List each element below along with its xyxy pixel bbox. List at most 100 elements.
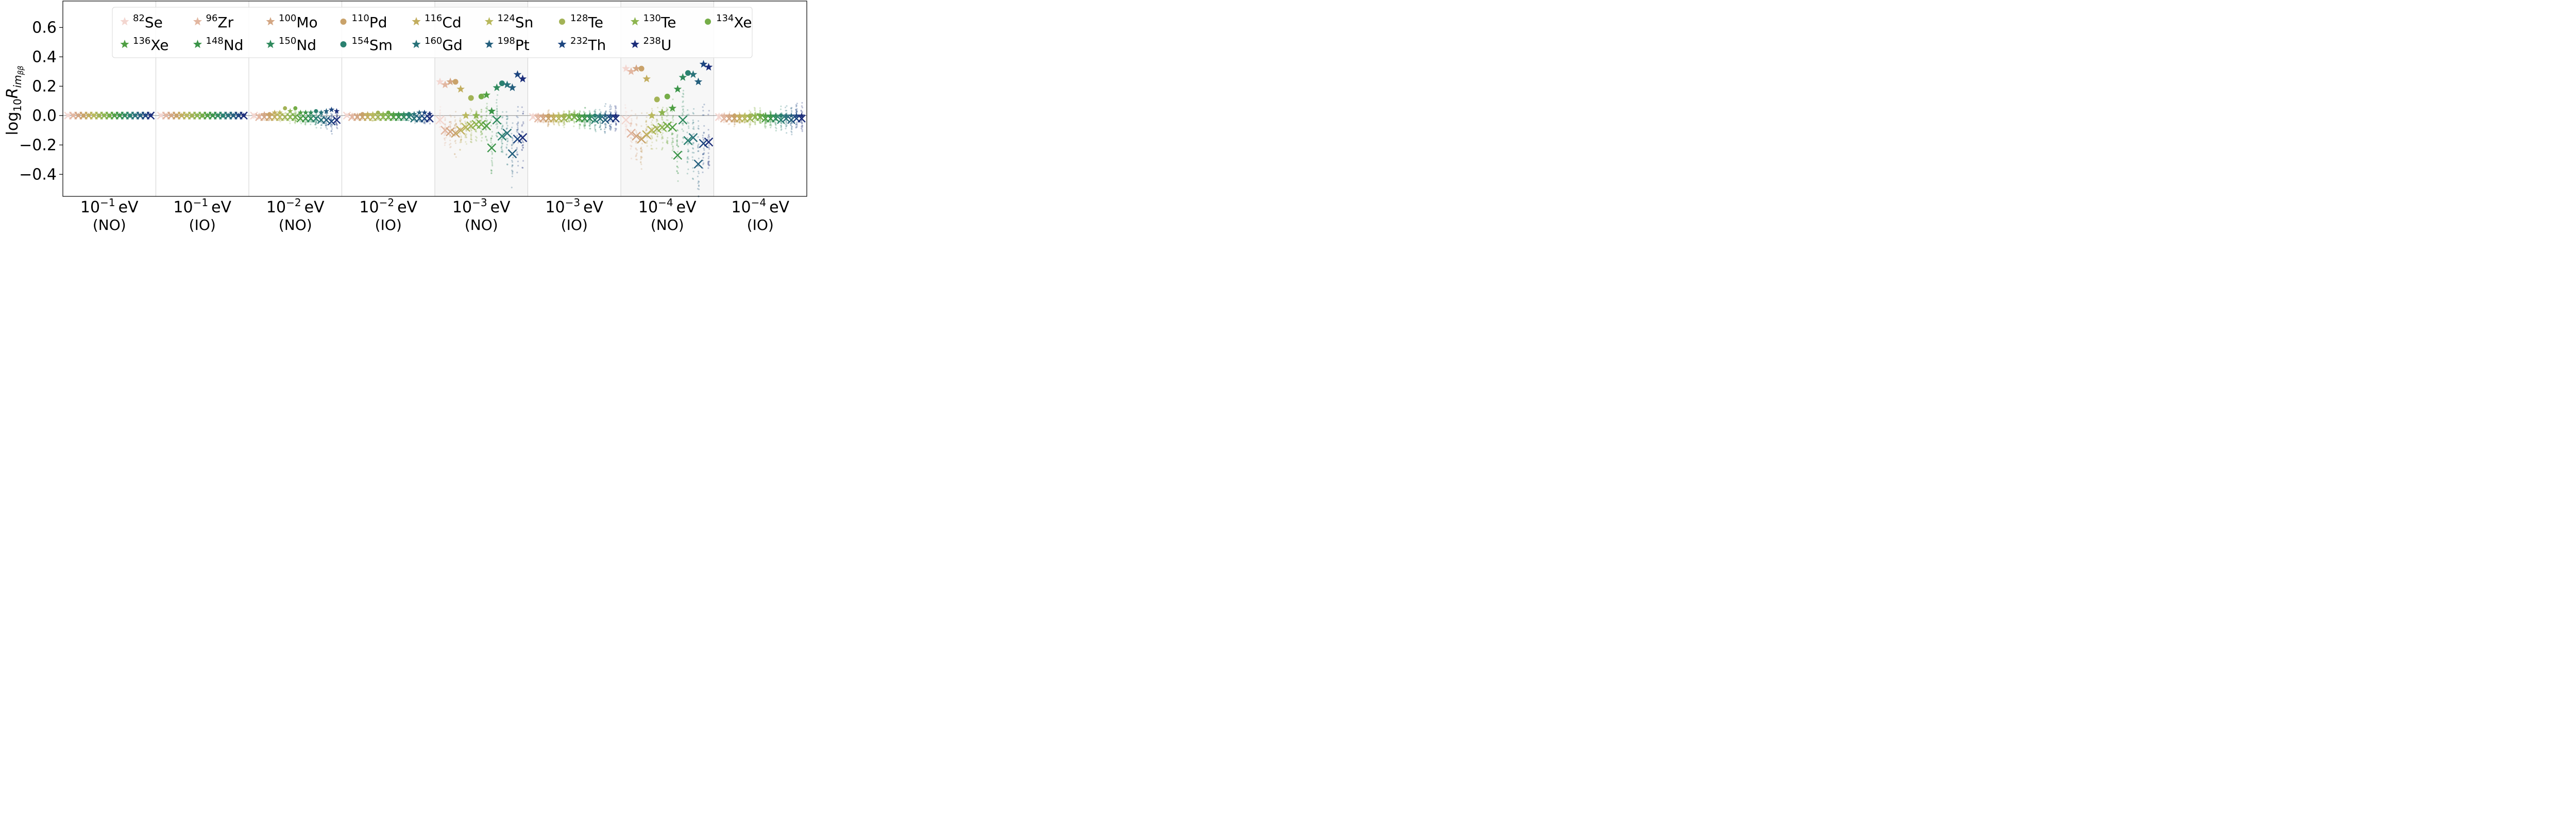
sample-point	[522, 144, 524, 146]
sample-point	[331, 124, 333, 126]
sample-point	[537, 120, 539, 122]
sample-point	[521, 145, 523, 147]
sample-point	[295, 120, 297, 122]
series-symbol-point	[297, 109, 303, 115]
series-symbol-point	[562, 113, 566, 118]
sample-point	[697, 127, 699, 129]
sample-point	[635, 155, 637, 157]
sample-point	[795, 127, 797, 129]
sample-point	[651, 127, 653, 129]
sample-point	[314, 114, 316, 116]
sample-point	[273, 119, 275, 121]
legend-marker	[484, 17, 494, 26]
panel-mass-exp: −2	[379, 196, 394, 209]
series-symbol-point	[416, 109, 422, 115]
sample-point	[583, 124, 585, 126]
sample-point	[505, 153, 507, 155]
sample-point	[485, 107, 487, 109]
series-symbol-point	[642, 74, 651, 82]
sample-point	[754, 120, 756, 122]
sample-point	[522, 141, 524, 143]
sample-point	[511, 144, 513, 146]
series-cross-point	[699, 139, 708, 148]
sample-point	[600, 122, 602, 124]
sample-point	[305, 115, 307, 118]
panel-mass-unit: eV	[304, 198, 325, 216]
sample-point	[444, 125, 447, 127]
series-symbol-point	[587, 112, 593, 119]
sample-point	[791, 128, 793, 130]
series-symbol-point	[318, 109, 325, 115]
sample-point	[485, 121, 487, 123]
series-symbol-point	[462, 111, 470, 119]
series-cross-point	[487, 143, 497, 153]
sample-point	[671, 143, 673, 145]
sample-point	[572, 119, 574, 121]
sample-point	[708, 138, 710, 140]
sample-point	[687, 142, 689, 144]
sample-point	[589, 121, 591, 123]
sample-point	[697, 120, 700, 122]
legend-item: 136Xe	[120, 36, 169, 54]
sample-point	[764, 122, 766, 124]
sample-point	[769, 110, 771, 112]
sample-point	[791, 131, 793, 133]
sample-point	[672, 121, 674, 123]
sample-point	[641, 156, 643, 158]
sample-point	[686, 160, 688, 163]
series-symbol-point	[436, 77, 444, 86]
series-symbol-point	[441, 80, 449, 89]
sample-point	[476, 110, 478, 112]
legend-mass: 100	[279, 13, 296, 24]
sample-point	[630, 123, 632, 125]
sample-point	[750, 111, 752, 113]
sample-point	[418, 115, 420, 118]
sample-point	[630, 137, 632, 139]
sample-point	[558, 121, 560, 123]
sample-point	[465, 122, 467, 124]
sample-point	[739, 121, 741, 123]
sample-point	[624, 104, 626, 106]
sample-point	[572, 111, 574, 113]
sample-point	[547, 121, 549, 123]
sample-point	[681, 128, 683, 130]
series-symbol-point	[369, 111, 376, 117]
sample-point	[387, 119, 389, 121]
sample-point	[563, 121, 565, 123]
legend-marker	[193, 17, 202, 26]
sample-point	[285, 111, 287, 113]
sample-point	[470, 121, 472, 123]
sample-point	[702, 139, 705, 141]
sample-point	[780, 125, 783, 127]
sample-point	[765, 120, 767, 122]
sample-point	[605, 127, 607, 129]
sample-point	[295, 112, 297, 114]
sample-point	[476, 137, 478, 139]
panel-mass-exp: −3	[472, 196, 487, 209]
sample-point	[568, 110, 570, 112]
sample-point	[759, 121, 761, 123]
sample-point	[779, 124, 782, 126]
series-cross-point	[647, 125, 657, 135]
sample-point	[676, 150, 679, 153]
sample-point	[661, 116, 663, 118]
sample-point	[657, 107, 659, 109]
sample-cloud	[660, 107, 664, 150]
sample-point	[584, 107, 586, 109]
sample-point	[505, 138, 507, 140]
sample-point	[516, 129, 518, 131]
sample-point	[784, 124, 787, 126]
sample-point	[734, 120, 736, 122]
sample-point	[770, 126, 772, 128]
panel-label-mass: 10−1 eV	[173, 196, 231, 216]
legend-label: 130Te	[643, 13, 676, 31]
sample-point	[505, 128, 507, 130]
sample-point	[512, 138, 514, 140]
sample-point	[750, 122, 752, 124]
sample-point	[599, 121, 601, 123]
sample-point	[754, 122, 756, 124]
sample-point	[641, 112, 643, 114]
sample-point	[692, 112, 694, 114]
sample-point	[703, 125, 705, 127]
sample-point	[624, 123, 626, 125]
